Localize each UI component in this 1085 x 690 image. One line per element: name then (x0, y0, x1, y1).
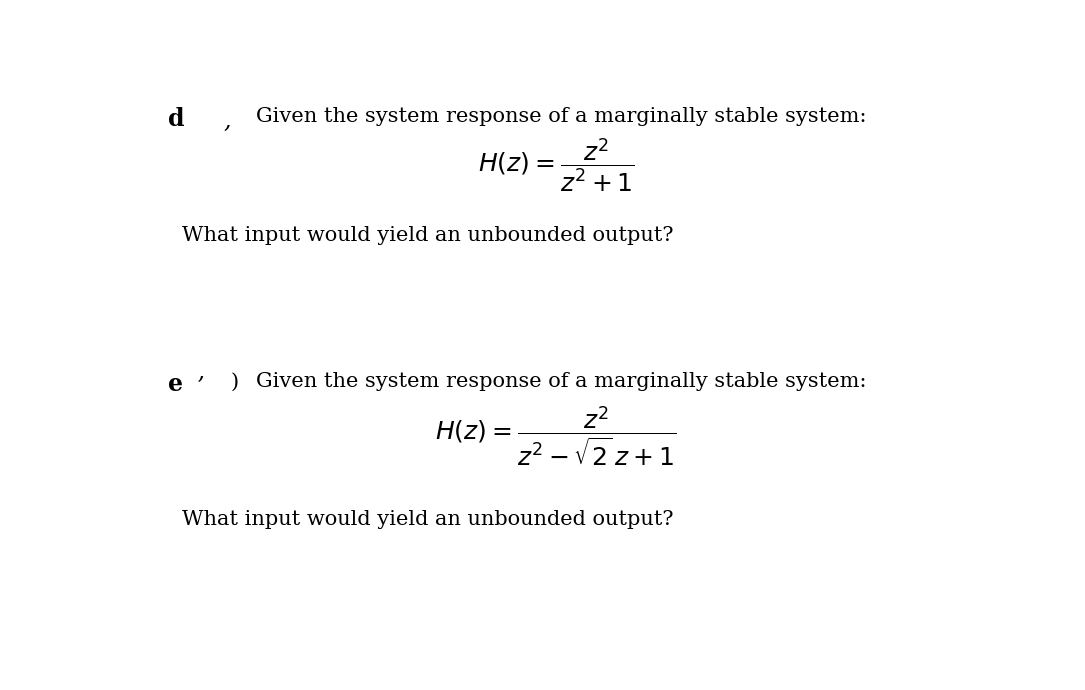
Text: ’: ’ (197, 376, 204, 399)
Text: e: e (167, 373, 182, 396)
Text: Given the system response of a marginally stable system:: Given the system response of a marginall… (256, 107, 866, 126)
Text: What input would yield an unbounded output?: What input would yield an unbounded outp… (182, 511, 674, 529)
Text: ,: , (224, 110, 231, 133)
Text: ): ) (231, 373, 245, 391)
Text: Given the system response of a marginally stable system:: Given the system response of a marginall… (256, 373, 866, 391)
Text: What input would yield an unbounded output?: What input would yield an unbounded outp… (182, 226, 674, 245)
Text: $H(z) = \dfrac{z^2}{z^2+1}$: $H(z) = \dfrac{z^2}{z^2+1}$ (477, 137, 635, 194)
Text: $H(z) = \dfrac{z^2}{z^2 - \sqrt{2}\,z + 1}$: $H(z) = \dfrac{z^2}{z^2 - \sqrt{2}\,z + … (435, 404, 677, 468)
Text: d: d (167, 107, 184, 130)
